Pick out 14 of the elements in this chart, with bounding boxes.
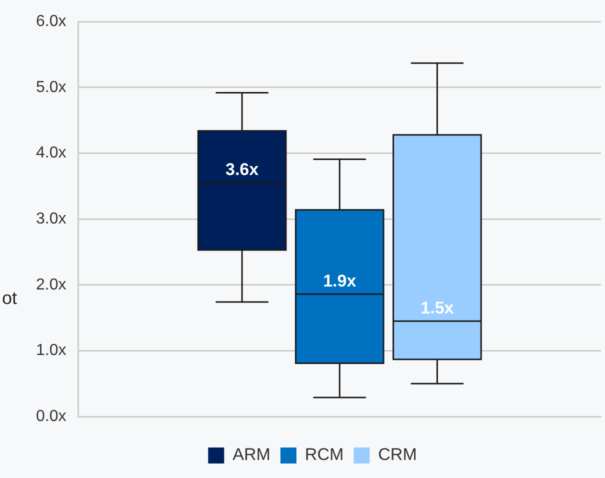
text: 1.5x [420,298,454,318]
y-tick-label: 3.0x [36,210,66,228]
y-axis-title: ot [2,288,18,308]
y-tick-label: 2.0x [36,276,66,294]
text: 3.6x [225,160,259,180]
y-tick-label: 5.0x [36,78,66,96]
legend-label: RCM [304,445,344,464]
y-tick-label: 0.0x [36,408,66,426]
y-tick-label: 1.0x [36,342,66,360]
y-tick-label: 4.0x [36,144,66,162]
legend-label: CRM [378,445,417,464]
text: 1.9x [323,271,356,290]
y-tick-label: 6.0x [36,13,66,30]
legend-label: ARM [232,445,270,464]
